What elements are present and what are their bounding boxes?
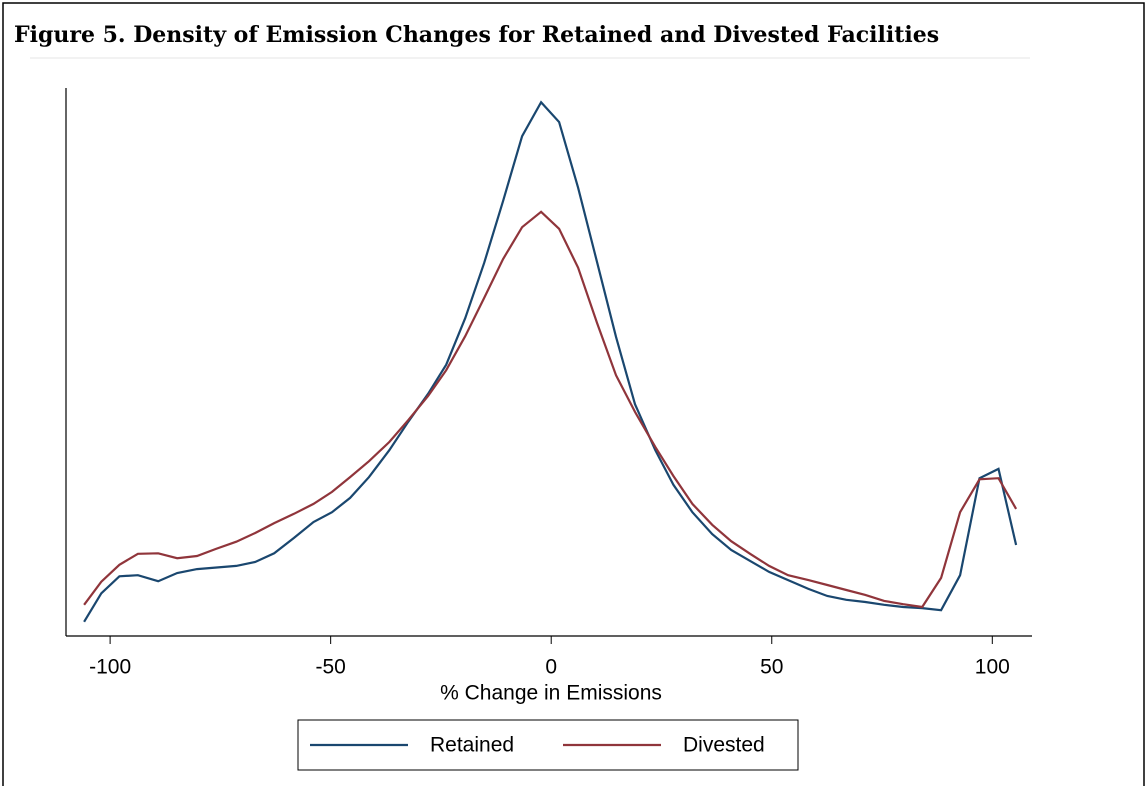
series-line <box>83 100 1018 623</box>
x-tick-label: 0 <box>545 656 557 679</box>
legend-label: Retained <box>430 734 514 757</box>
x-tick-label: 100 <box>975 656 1010 679</box>
x-axis-label: % Change in Emissions <box>440 682 662 705</box>
x-tick-label: -100 <box>89 656 131 679</box>
legend-label: Divested <box>683 734 765 757</box>
x-tick-label: 50 <box>760 656 783 679</box>
x-tick-label: -50 <box>315 656 345 679</box>
series-line <box>83 210 1018 609</box>
chart-title: Figure 5. Density of Emission Changes fo… <box>14 22 939 48</box>
